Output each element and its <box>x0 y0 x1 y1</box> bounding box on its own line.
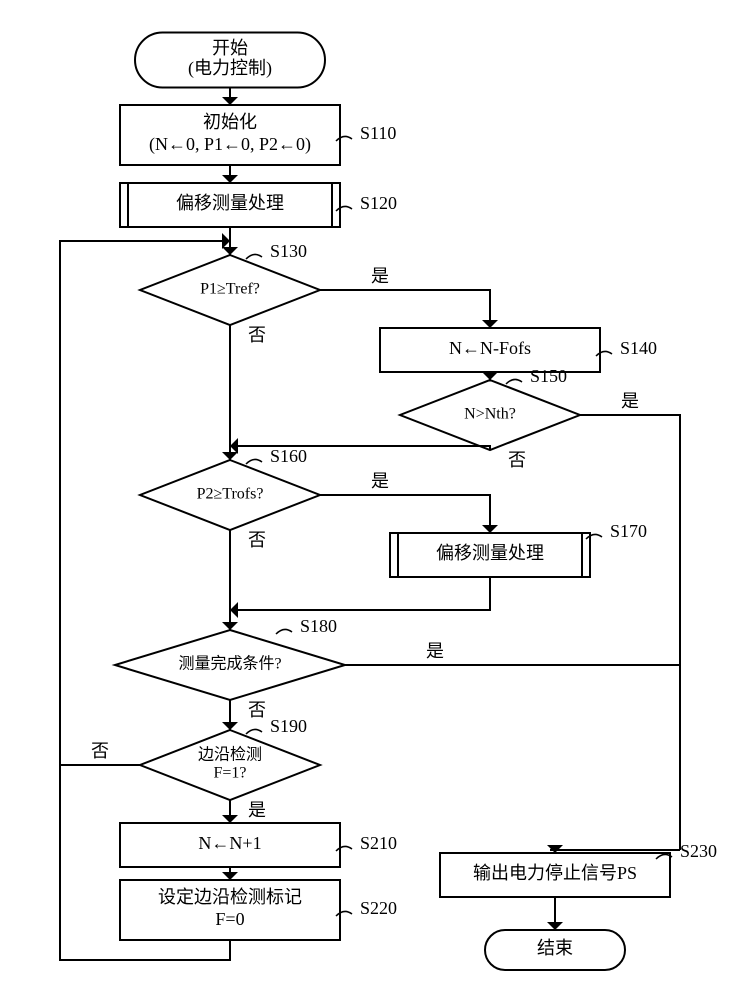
svg-text:否: 否 <box>91 741 109 761</box>
label-s210: S210 <box>360 833 397 853</box>
svg-text:P1≥Tref?: P1≥Tref? <box>200 281 260 298</box>
svg-text:边沿检测: 边沿检测 <box>198 746 262 764</box>
svg-text:输出电力停止信号PS: 输出电力停止信号PS <box>473 863 637 883</box>
svg-text:P2≥Trofs?: P2≥Trofs? <box>197 486 264 503</box>
svg-text:否: 否 <box>248 530 266 550</box>
svg-text:(电力控制): (电力控制) <box>188 58 272 79</box>
svg-text:是: 是 <box>426 641 444 661</box>
svg-text:否: 否 <box>248 700 266 720</box>
svg-text:设定边沿检测标记: 设定边沿检测标记 <box>158 887 302 907</box>
process-s110: 初始化(N←0, P1←0, P2←0) <box>120 105 340 165</box>
svg-text:F=0: F=0 <box>215 909 244 929</box>
decision-s180: 测量完成条件? <box>115 630 345 700</box>
svg-text:是: 是 <box>371 266 389 286</box>
label-s190: S190 <box>270 716 307 736</box>
terminator-start: 开始(电力控制) <box>135 33 325 88</box>
process-s230: 输出电力停止信号PS <box>440 853 670 897</box>
terminator-end: 结束 <box>485 930 625 970</box>
label-s130: S130 <box>270 241 307 261</box>
svg-text:(N←0, P1←0, P2←0): (N←0, P1←0, P2←0) <box>149 134 311 155</box>
label-s110: S110 <box>360 123 396 143</box>
svg-text:是: 是 <box>371 471 389 491</box>
process-s170: 偏移测量处理 <box>390 533 590 577</box>
svg-text:N←N+1: N←N+1 <box>198 833 261 853</box>
svg-text:否: 否 <box>508 450 526 470</box>
svg-text:偏移测量处理: 偏移测量处理 <box>436 543 544 563</box>
label-s150: S150 <box>530 366 567 386</box>
svg-text:初始化: 初始化 <box>203 112 257 132</box>
svg-text:N>Nth?: N>Nth? <box>464 406 516 423</box>
svg-text:是: 是 <box>248 800 266 820</box>
label-s170: S170 <box>610 521 647 541</box>
label-s160: S160 <box>270 446 307 466</box>
svg-text:N←N-Fofs: N←N-Fofs <box>449 338 531 358</box>
decision-s130: P1≥Tref? <box>140 255 320 325</box>
svg-text:F=1?: F=1? <box>213 765 246 782</box>
decision-s160: P2≥Trofs? <box>140 460 320 530</box>
process-s210: N←N+1 <box>120 823 340 867</box>
svg-text:开始: 开始 <box>212 38 248 58</box>
label-s180: S180 <box>300 616 337 636</box>
label-s230: S230 <box>680 841 717 861</box>
svg-text:测量完成条件?: 测量完成条件? <box>178 655 281 673</box>
label-s140: S140 <box>620 338 657 358</box>
svg-text:结束: 结束 <box>537 938 573 958</box>
svg-text:偏移测量处理: 偏移测量处理 <box>176 193 284 213</box>
label-s220: S220 <box>360 898 397 918</box>
process-s120: 偏移测量处理 <box>120 183 340 227</box>
process-s220: 设定边沿检测标记F=0 <box>120 880 340 940</box>
decision-s190: 边沿检测F=1? <box>140 730 320 800</box>
label-s120: S120 <box>360 193 397 213</box>
svg-text:是: 是 <box>621 391 639 411</box>
svg-text:否: 否 <box>248 325 266 345</box>
decision-s150: N>Nth? <box>400 380 580 450</box>
